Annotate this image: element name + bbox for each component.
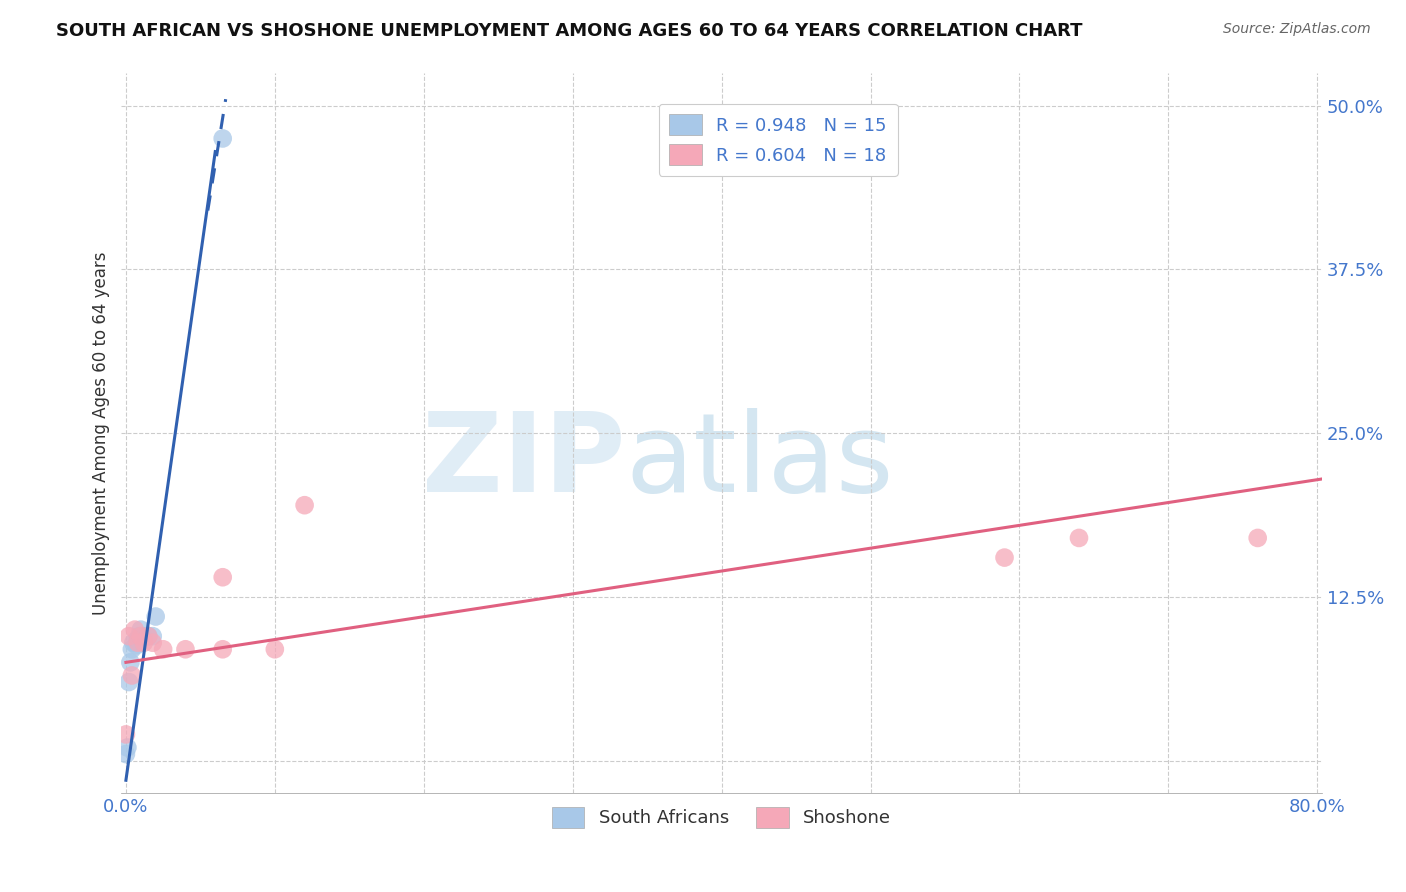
- Legend: South Africans, Shoshone: South Africans, Shoshone: [544, 799, 898, 835]
- Point: [1067, 531, 1090, 545]
- Point: [127, 636, 149, 650]
- Point: [122, 636, 145, 650]
- Point: [136, 629, 159, 643]
- Point: [129, 629, 152, 643]
- Y-axis label: Unemployment Among Ages 60 to 64 years: Unemployment Among Ages 60 to 64 years: [93, 252, 110, 615]
- Text: ZIP: ZIP: [422, 409, 626, 516]
- Point: [115, 727, 138, 741]
- Point: [132, 629, 155, 643]
- Point: [211, 642, 233, 657]
- Point: [125, 638, 148, 652]
- Point: [263, 642, 285, 657]
- Point: [124, 623, 146, 637]
- Point: [121, 642, 143, 657]
- Point: [121, 668, 143, 682]
- Text: SOUTH AFRICAN VS SHOSHONE UNEMPLOYMENT AMONG AGES 60 TO 64 YEARS CORRELATION CHA: SOUTH AFRICAN VS SHOSHONE UNEMPLOYMENT A…: [56, 22, 1083, 40]
- Point: [1247, 531, 1270, 545]
- Point: [145, 609, 167, 624]
- Point: [127, 632, 149, 646]
- Point: [129, 623, 152, 637]
- Point: [120, 656, 142, 670]
- Text: Source: ZipAtlas.com: Source: ZipAtlas.com: [1223, 22, 1371, 37]
- Point: [128, 629, 150, 643]
- Point: [294, 498, 316, 512]
- Point: [142, 629, 165, 643]
- Point: [993, 550, 1015, 565]
- Point: [152, 642, 174, 657]
- Point: [118, 675, 141, 690]
- Point: [136, 629, 159, 643]
- Point: [174, 642, 197, 657]
- Point: [118, 629, 141, 643]
- Text: atlas: atlas: [626, 409, 894, 516]
- Point: [211, 131, 233, 145]
- Point: [132, 636, 155, 650]
- Point: [117, 740, 139, 755]
- Point: [142, 636, 165, 650]
- Point: [115, 747, 138, 761]
- Point: [211, 570, 233, 584]
